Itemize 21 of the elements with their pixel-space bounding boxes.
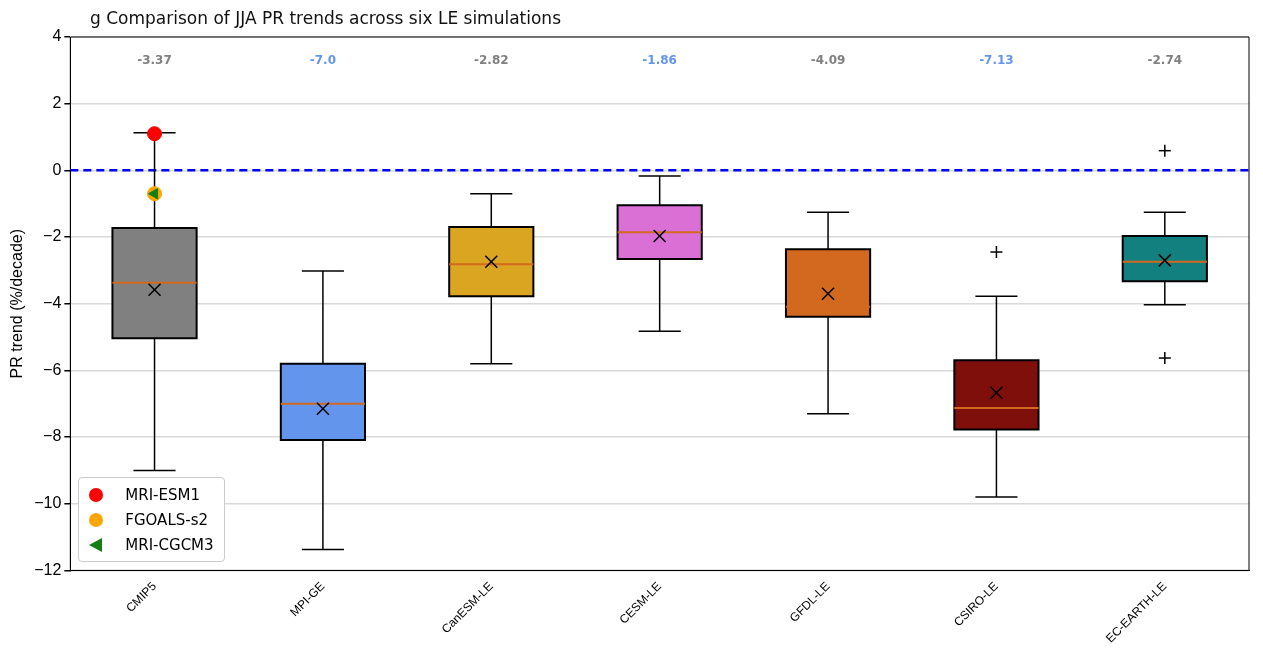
text: -2.74	[1147, 53, 1183, 67]
y-axis-title: PR trend (%/decade)	[8, 228, 26, 379]
text: -7.13	[979, 53, 1014, 67]
y-tick-label: 4	[52, 27, 62, 45]
text: -4.09	[810, 53, 846, 67]
y-tick-label: −6	[43, 360, 62, 378]
legend-label: FGOALS-s2	[125, 510, 209, 529]
text: -3.37	[137, 53, 172, 67]
legend-label: MRI-ESM1	[125, 485, 201, 504]
text: -1.86	[642, 53, 677, 67]
chart-title: g Comparison of JJA PR trends across six LE simulations	[90, 8, 562, 28]
y-tick-label: −8	[43, 427, 62, 445]
y-tick-label: 2	[52, 94, 62, 112]
legend-label: MRI-CGCM3	[125, 535, 214, 554]
text: -2.82	[473, 53, 509, 67]
text: -7.0	[309, 53, 337, 67]
y-tick-label: −4	[43, 294, 62, 312]
y-tick-label: −10	[34, 494, 62, 512]
y-tick-label: 0	[52, 160, 62, 178]
y-tick-label: −2	[43, 227, 62, 245]
y-tick-label: −12	[34, 560, 62, 578]
